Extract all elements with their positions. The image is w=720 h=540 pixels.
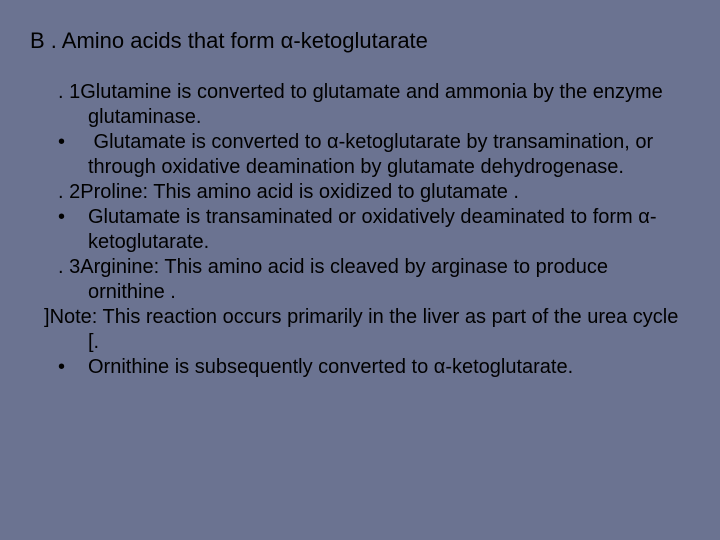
slide-title: B . Amino acids that form α-ketoglutarat… bbox=[30, 28, 690, 54]
text: Note: This reaction occurs primarily in … bbox=[50, 306, 679, 353]
slide-container: B . Amino acids that form α-ketoglutarat… bbox=[0, 0, 720, 410]
list-item: . 2Proline: This amino acid is oxidized … bbox=[30, 180, 690, 205]
text: Proline: This amino acid is oxidized to … bbox=[80, 181, 519, 203]
list-item: ]Note: This reaction occurs primarily in… bbox=[30, 305, 690, 355]
list-item: Ornithine is subsequently converted to α… bbox=[30, 355, 690, 380]
marker: . 1 bbox=[58, 81, 80, 103]
list-item: . 1Glutamine is converted to glutamate a… bbox=[30, 80, 690, 130]
text: Glutamine is converted to glutamate and … bbox=[80, 81, 663, 128]
marker: . 2 bbox=[58, 181, 80, 203]
text: Arginine: This amino acid is cleaved by … bbox=[80, 256, 608, 303]
slide-content: . 1Glutamine is converted to glutamate a… bbox=[30, 80, 690, 380]
text: Glutamate is transaminated or oxidativel… bbox=[88, 206, 657, 253]
marker: . 3 bbox=[58, 256, 80, 278]
text: Glutamate is converted to α-ketoglutarat… bbox=[88, 131, 653, 178]
list-item: Glutamate is converted to α-ketoglutarat… bbox=[30, 130, 690, 180]
text: Ornithine is subsequently converted to α… bbox=[88, 356, 573, 378]
list-item: . 3Arginine: This amino acid is cleaved … bbox=[30, 255, 690, 305]
list-item: Glutamate is transaminated or oxidativel… bbox=[30, 205, 690, 255]
